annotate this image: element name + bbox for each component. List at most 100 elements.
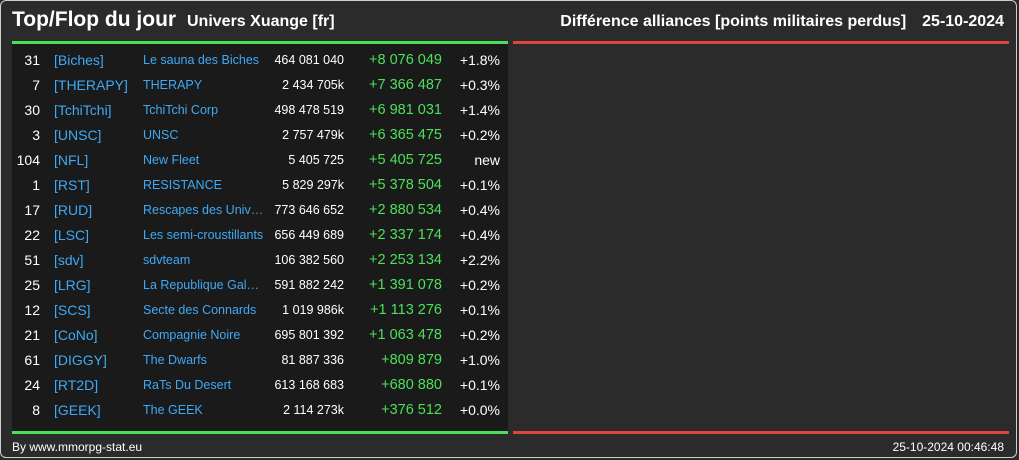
alliance-name-link[interactable]: Secte des Connards	[143, 303, 257, 317]
alliance-tag-link[interactable]: [SCS]	[54, 302, 91, 318]
percent-change: +1.4%	[459, 102, 500, 118]
alliance-name-link[interactable]: The Dwarfs	[143, 353, 207, 367]
table-row: 17 [RUD] Rescapes des Univers 773 646 652 +2…	[12, 198, 508, 223]
table-row: 3 [UNSC] UNSC 2 757 479k +6 365 475 +0.2%	[12, 123, 508, 148]
alliance-tag-link[interactable]: [RST]	[54, 177, 90, 193]
alliance-name-link[interactable]: Compagnie Noire	[143, 328, 241, 342]
percent-change: +0.4%	[459, 227, 500, 243]
alliance-rank: 7	[32, 77, 40, 93]
percent-change: +0.1%	[459, 302, 500, 318]
alliance-points: 2 757 479k	[282, 128, 344, 142]
alliance-rank: 104	[16, 152, 40, 168]
alliance-tag-link[interactable]: [THERAPY]	[54, 77, 128, 93]
alliance-rank: 31	[24, 52, 40, 68]
alliance-tag-link[interactable]: [sdv]	[54, 252, 84, 268]
alliance-points: 498 478 519	[274, 103, 344, 117]
top-alliances-table: 31 [Biches] Le sauna des Biches 464 081 040…	[12, 44, 508, 431]
alliance-name-link[interactable]: THERAPY	[143, 78, 203, 92]
alliance-tag-link[interactable]: [CoNo]	[54, 327, 98, 343]
alliance-tag-link[interactable]: [NFL]	[54, 152, 89, 168]
bottom-divider-red	[513, 431, 1009, 434]
alliance-tag-link[interactable]: [UNSC]	[54, 127, 102, 143]
table-row: 30 [TchiTchi] TchiTchi Corp 498 478 519 +6 9…	[12, 98, 508, 123]
alliance-tag-link[interactable]: [TchiTchi]	[54, 102, 112, 118]
table-row: 61 [DIGGY] The Dwarfs 81 887 336 +809 879 +1.…	[12, 348, 508, 373]
alliance-name-link[interactable]: Les semi-croustillants	[143, 228, 264, 242]
percent-change: +0.1%	[459, 177, 500, 193]
points-difference: +1 113 276	[370, 302, 442, 318]
alliance-points: 81 887 336	[281, 353, 344, 367]
percent-change: +2.2%	[459, 252, 500, 268]
points-difference: +376 512	[381, 402, 442, 418]
alliance-rank: 51	[24, 252, 40, 268]
percent-change: +0.2%	[459, 327, 500, 343]
flop-alliances-table	[513, 44, 1009, 431]
points-difference: +7 366 487	[369, 77, 442, 93]
alliance-rank: 24	[24, 377, 40, 393]
alliance-points: 464 081 040	[274, 53, 344, 67]
header-date: 25-10-2024	[922, 13, 1004, 30]
alliance-name-link[interactable]: TchiTchi Corp	[143, 103, 219, 117]
alliance-tag-link[interactable]: [LRG]	[54, 277, 91, 293]
table-row: 31 [Biches] Le sauna des Biches 464 081 040…	[12, 48, 508, 73]
alliance-name-link[interactable]: Rescapes des Univers	[143, 203, 265, 217]
table-row: 24 [RT2D] RaTs Du Desert 613 168 683 +680 88…	[12, 373, 508, 398]
points-difference: +1 391 078	[369, 277, 442, 293]
points-difference: +2 253 134	[369, 252, 442, 268]
points-difference: +2 880 534	[369, 202, 442, 218]
percent-change: +0.2%	[459, 277, 500, 293]
points-difference: +5 378 504	[369, 177, 442, 193]
top-divider-green	[12, 41, 508, 44]
alliance-rank: 8	[32, 402, 40, 418]
table-row: 21 [CoNo] Compagnie Noire 695 801 392 +1 063…	[12, 323, 508, 348]
alliance-name-link[interactable]: La Republique Galactique	[143, 278, 265, 292]
alliance-points: 1 019 986k	[282, 303, 344, 317]
alliance-name-link[interactable]: UNSC	[143, 128, 179, 142]
alliance-rank: 17	[24, 202, 40, 218]
alliance-name-link[interactable]: Le sauna des Biches	[143, 53, 260, 67]
percent-change: +0.4%	[459, 202, 500, 218]
alliance-points: 106 382 560	[274, 253, 344, 267]
alliance-points: 5 405 725	[288, 153, 344, 167]
alliance-rank: 3	[32, 127, 40, 143]
alliance-tag-link[interactable]: [RT2D]	[54, 377, 99, 393]
table-row: 1 [RST] RESISTANCE 5 829 297k +5 378 504 +0.1…	[12, 173, 508, 198]
alliance-rank: 61	[24, 352, 40, 368]
alliance-name-link[interactable]: RaTs Du Desert	[143, 378, 232, 392]
alliance-rank: 12	[24, 302, 40, 318]
alliance-name-link[interactable]: The GEEK	[143, 403, 203, 417]
table-row: 8 [GEEK] The GEEK 2 114 273k +376 512 +0.0%	[12, 398, 508, 423]
alliance-points: 613 168 683	[274, 378, 344, 392]
alliance-name-link[interactable]: New Fleet	[143, 153, 200, 167]
percent-change: +1.0%	[459, 352, 500, 368]
header-right: Différence alliances [points militaires …	[560, 13, 1004, 31]
points-difference: +809 879	[381, 352, 442, 368]
points-difference: +6 365 475	[369, 127, 442, 143]
alliance-tag-link[interactable]: [DIGGY]	[54, 352, 107, 368]
alliance-name-link[interactable]: RESISTANCE	[143, 178, 222, 192]
alliance-rank: 21	[24, 327, 40, 343]
alliance-tag-link[interactable]: [Biches]	[54, 52, 104, 68]
percent-change: +0.3%	[459, 77, 500, 93]
percent-change: +0.1%	[459, 377, 500, 393]
table-row: 12 [SCS] Secte des Connards 1 019 986k +1 11…	[12, 298, 508, 323]
alliance-tag-link[interactable]: [LSC]	[54, 227, 90, 243]
points-difference: +1 063 478	[369, 327, 442, 343]
alliance-points: 656 449 689	[274, 228, 344, 242]
source-credit: By www.mmorpg-stat.eu	[12, 440, 143, 454]
table-row: 104 [NFL] New Fleet 5 405 725 +5 405 725 new	[12, 148, 508, 173]
alliance-tag-link[interactable]: [GEEK]	[54, 402, 101, 418]
alliance-rank: 30	[24, 102, 40, 118]
alliance-rank: 25	[24, 277, 40, 293]
percent-change: +0.2%	[459, 127, 500, 143]
points-difference: +680 880	[381, 377, 442, 393]
table-row: 51 [sdv] sdvteam 106 382 560 +2 253 134 +2.2%	[12, 248, 508, 273]
alliance-points: 2 114 273k	[283, 403, 344, 417]
generated-timestamp: 25-10-2024 00:46:48	[892, 440, 1004, 454]
alliance-tag-link[interactable]: [RUD]	[54, 202, 93, 218]
table-row: 7 [THERAPY] THERAPY 2 434 705k +7 366 487 +0.…	[12, 73, 508, 98]
page-title: Top/Flop du jour	[12, 8, 177, 31]
metric-label: Différence alliances [points militaires …	[560, 13, 907, 30]
points-difference: +8 076 049	[369, 52, 442, 68]
alliance-name-link[interactable]: sdvteam	[143, 253, 191, 267]
